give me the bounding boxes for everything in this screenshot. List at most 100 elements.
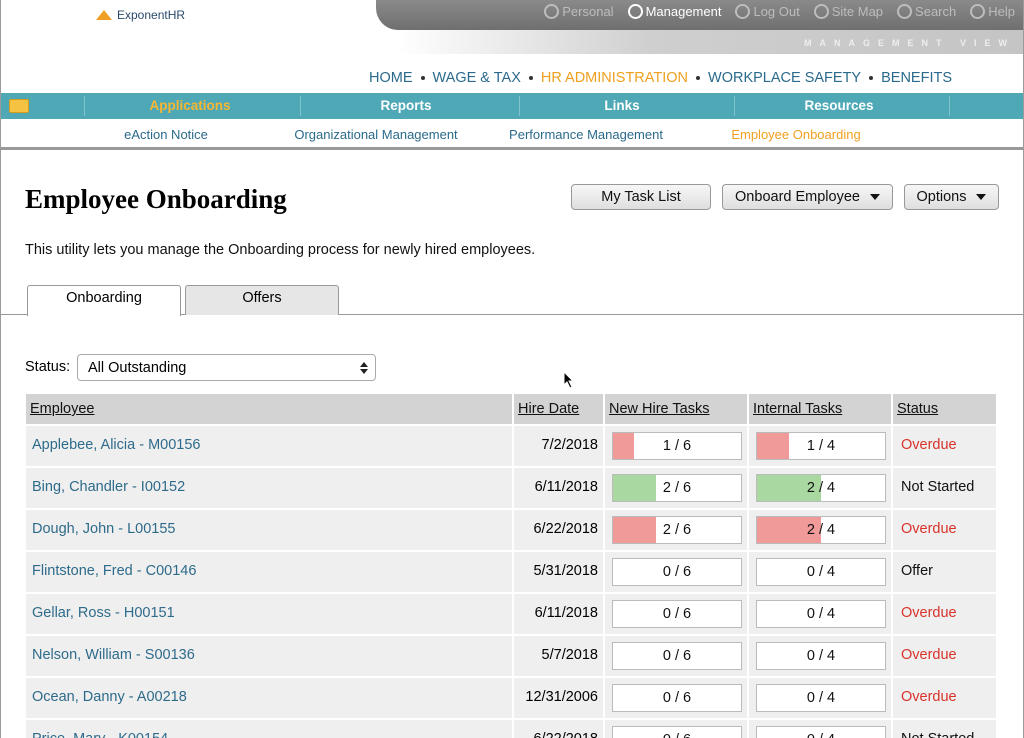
progress-label: 0 / 6: [662, 690, 692, 706]
progress-bar: 0 / 4: [756, 600, 886, 628]
app-nav-item[interactable]: Reports: [380, 98, 432, 113]
hire-date: 6/11/2018: [534, 479, 598, 495]
link-label: Search: [915, 4, 957, 19]
nav-divider: [949, 96, 950, 116]
top-link[interactable]: Site Map: [813, 4, 883, 19]
column-header[interactable]: Internal Tasks: [749, 394, 891, 424]
sub-nav-item[interactable]: Employee Onboarding: [731, 127, 861, 142]
cursor: [563, 371, 575, 389]
main-nav-item[interactable]: BENEFITS: [881, 70, 953, 86]
main-nav-item[interactable]: WAGE & TAX: [432, 70, 521, 86]
employee-link[interactable]: Flintstone, Fred - C00146: [32, 563, 197, 579]
table-row: Ocean, Danny - A00218 12/31/2006 0 / 6 0 / …: [26, 678, 996, 718]
link-icon: [544, 4, 560, 19]
link-label: Help: [988, 4, 1015, 19]
progress-label: 2 / 4: [806, 522, 836, 538]
app-nav-item[interactable]: Resources: [804, 98, 874, 113]
tab-label: Offers: [242, 290, 282, 306]
hire-date: 6/22/2018: [514, 731, 603, 738]
top-link[interactable]: Log Out: [735, 4, 800, 19]
table-cell: 1 / 4: [749, 426, 891, 466]
table-cell: 5/31/2018: [514, 552, 603, 592]
column-header[interactable]: Hire Date: [514, 394, 603, 424]
dropdown-button[interactable]: Options: [904, 184, 999, 210]
separator-dot: [420, 76, 425, 80]
progress-label: 2 / 6: [662, 480, 692, 496]
column-header[interactable]: New Hire Tasks: [605, 394, 747, 424]
progress-bar: 0 / 6: [612, 600, 742, 628]
separator-dot: [869, 76, 874, 80]
top-bar: [376, 0, 1023, 30]
progress-bar: 1 / 4: [756, 432, 886, 460]
progress-label: 0 / 4: [806, 564, 836, 580]
sub-nav-item[interactable]: Organizational Management: [294, 127, 458, 142]
app-nav-item[interactable]: Applications: [149, 98, 231, 113]
table-row: Price, Mary - K00154 6/22/2018 0 / 6 0 / 4 N…: [26, 720, 996, 738]
link-icon: [813, 4, 829, 19]
table-cell: 2 / 6: [605, 468, 747, 508]
button-label: Onboard Employee: [735, 189, 860, 205]
sub-nav-item[interactable]: eAction Notice: [124, 127, 208, 142]
nav-divider: [519, 96, 520, 116]
progress-bar: 0 / 4: [756, 726, 886, 738]
status-label: Status:: [25, 359, 71, 375]
employee-link[interactable]: Gellar, Ross - H00151: [32, 605, 175, 621]
progress-bar: 0 / 6: [612, 642, 742, 670]
app-nav: Applications Reports Links Resources: [1, 93, 1023, 119]
hire-date: 5/31/2018: [533, 563, 598, 579]
status-select[interactable]: All Outstanding: [77, 354, 376, 381]
progress-bar: 2 / 4: [756, 516, 886, 544]
dropdown-button[interactable]: Onboard Employee: [722, 184, 893, 210]
table-cell: 0 / 6: [605, 636, 747, 676]
table-cell: 6/22/2018: [514, 720, 603, 738]
page-title: Employee Onboarding: [25, 184, 287, 214]
employee-link[interactable]: Ocean, Danny - A00218: [32, 689, 187, 705]
main-nav-item[interactable]: WORKPLACE SAFETY: [708, 70, 862, 86]
sub-nav-item[interactable]: Performance Management: [509, 127, 663, 142]
button-label: Options: [916, 189, 967, 205]
tab[interactable]: Offers: [185, 285, 339, 315]
table-cell: Bing, Chandler - I00152: [26, 468, 512, 508]
folder-icon[interactable]: [9, 99, 29, 113]
hire-date: 6/11/2018: [534, 605, 598, 621]
top-link[interactable]: Search: [897, 4, 956, 19]
table-cell: Not Started: [893, 468, 996, 508]
employee-link[interactable]: Dough, John - L00155: [32, 521, 176, 537]
nav-divider: [734, 96, 735, 116]
employee-link[interactable]: Applebee, Alicia - M00156: [32, 437, 201, 453]
progress-bar: 0 / 6: [612, 558, 742, 586]
top-link[interactable]: Help: [970, 4, 1015, 19]
main-nav-item[interactable]: HR ADMINISTRATION: [540, 70, 689, 86]
table-cell: Ocean, Danny - A00218: [26, 678, 512, 718]
app-nav-item[interactable]: Links: [604, 98, 640, 113]
progress-fill: [757, 517, 821, 543]
column-header[interactable]: Status: [893, 394, 996, 424]
table-cell: 6/11/2018: [514, 468, 603, 508]
table-cell: 2 / 4: [749, 510, 891, 550]
progress-label: 0 / 6: [662, 564, 692, 580]
progress-label: 0 / 6: [613, 732, 741, 738]
employee-link[interactable]: Bing, Chandler - I00152: [32, 479, 186, 495]
table-cell: Offer: [893, 552, 996, 592]
progress-label: 0 / 4: [806, 648, 836, 664]
progress-label: 0 / 4: [806, 690, 836, 706]
status: Overdue: [901, 521, 957, 537]
table-cell: Nelson, William - S00136: [26, 636, 512, 676]
progress-bar: 2 / 6: [612, 516, 742, 544]
employee-link[interactable]: Price, Mary - K00154: [26, 731, 168, 738]
top-link[interactable]: Management: [627, 4, 721, 19]
top-fade: [396, 30, 1023, 54]
link-icon: [970, 4, 986, 19]
table-cell: Overdue: [893, 594, 996, 634]
table-cell: Overdue: [893, 510, 996, 550]
main-nav-item[interactable]: HOME: [369, 70, 413, 86]
link-icon: [627, 4, 643, 19]
button[interactable]: My Task List: [571, 184, 711, 210]
logo[interactable]: ExponentHR: [96, 8, 185, 22]
top-link[interactable]: Personal: [544, 4, 614, 19]
column-header[interactable]: Employee: [26, 394, 512, 424]
link-label: Personal: [562, 4, 614, 19]
tab[interactable]: Onboarding: [27, 285, 181, 316]
employee-link[interactable]: Nelson, William - S00136: [32, 647, 195, 663]
